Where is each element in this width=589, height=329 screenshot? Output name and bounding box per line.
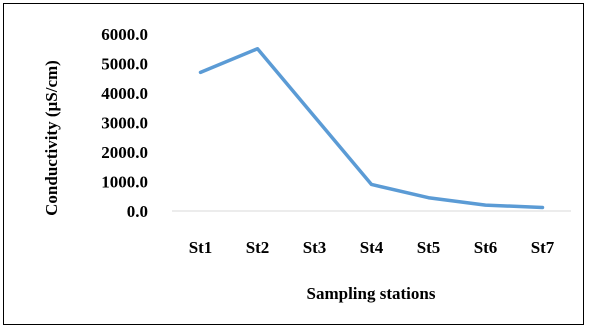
x-tick-label: St2 xyxy=(246,238,270,257)
series-line xyxy=(198,47,545,210)
x-tick-label: St1 xyxy=(189,238,213,257)
chart-frame: 0.0 1000.0 2000.0 3000.0 4000.0 5000.0 6000.0 … xyxy=(3,3,584,325)
y-axis-tick-labels: 0.0 1000.0 2000.0 3000.0 4000.0 5000.0 6000.0 xyxy=(101,25,148,221)
y-tick-label: 3000.0 xyxy=(101,114,148,133)
y-tick-label: 5000.0 xyxy=(101,55,148,74)
y-tick-label: 4000.0 xyxy=(101,84,148,103)
x-tick-label: St5 xyxy=(417,238,441,257)
y-tick-label: 6000.0 xyxy=(101,25,148,44)
y-tick-label: 1000.0 xyxy=(101,173,148,192)
y-tick-label: 2000.0 xyxy=(101,143,148,162)
x-tick-label: St3 xyxy=(303,238,327,257)
x-tick-label: St4 xyxy=(360,238,384,257)
x-axis-title: Sampling stations xyxy=(307,284,436,303)
x-axis-tick-labels: St1 St2 St3 St4 St5 St6 St7 xyxy=(189,238,555,257)
series-lines xyxy=(198,47,545,210)
chart-svg: 0.01000.02000.03000.04000.05000.06000.0 … xyxy=(42,25,571,303)
x-tick-label: St6 xyxy=(474,238,498,257)
x-tick-label: St7 xyxy=(531,238,555,257)
y-tick-label: 0.0 xyxy=(127,202,148,221)
y-axis-title: Conductivity (µS/cm) xyxy=(42,60,61,216)
